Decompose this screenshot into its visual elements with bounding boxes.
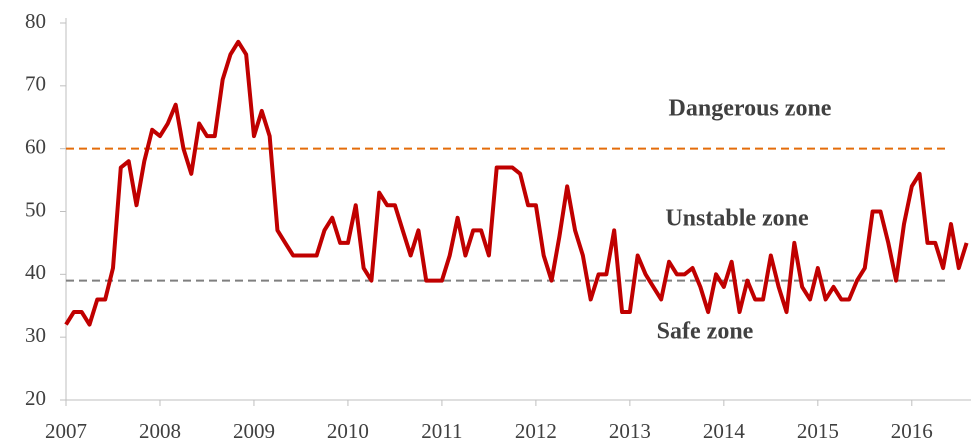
x-tick-label: 2010 [327,419,369,443]
x-tick-label: 2015 [797,419,839,443]
x-tick-label: 2008 [139,419,181,443]
y-tick-label: 60 [25,134,46,158]
x-tick-label: 2014 [703,419,746,443]
y-tick-label: 50 [25,197,46,221]
annotation: Unstable zone [665,206,809,232]
y-tick-label: 30 [25,323,46,347]
y-tick-label: 20 [25,386,46,410]
data-line [64,39,969,327]
annotation: Safe zone [657,319,754,345]
x-tick-label: 2016 [891,419,933,443]
x-tick-label: 2007 [45,419,87,443]
y-tick-label: 80 [25,9,46,33]
y-tick-label: 40 [25,260,46,284]
x-tick-label: 2012 [515,419,557,443]
x-tick-label: 2011 [421,419,462,443]
x-tick-label: 2013 [609,419,651,443]
x-tick-label: 2009 [233,419,275,443]
annotation: Dangerous zone [669,96,832,122]
y-tick-label: 70 [25,72,46,96]
